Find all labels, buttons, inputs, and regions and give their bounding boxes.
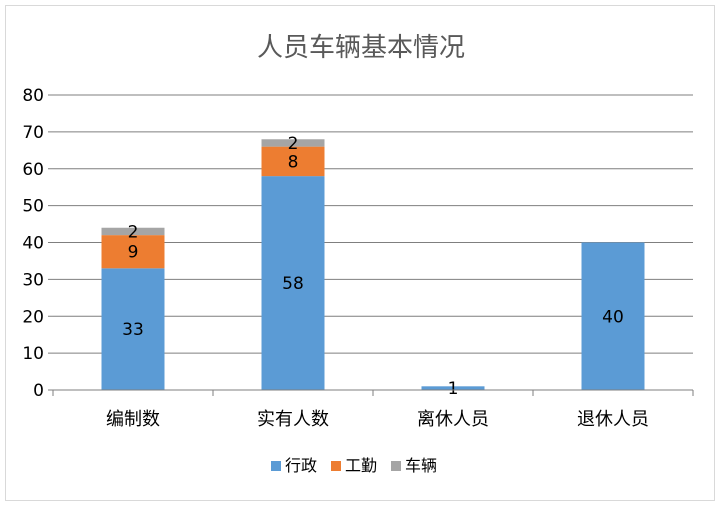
y-axis-ticks: 0 10 20 30 40 50 60 70 80 bbox=[22, 86, 53, 401]
bar-工勤 bbox=[101, 235, 165, 269]
y-tick-label: 50 bbox=[22, 197, 44, 217]
y-tick-label: 20 bbox=[22, 307, 44, 327]
data-label: 2 bbox=[128, 222, 139, 242]
x-category-label: 编制数 bbox=[106, 409, 160, 430]
x-category-label: 实有人数 bbox=[257, 409, 329, 430]
y-tick-label: 60 bbox=[22, 160, 44, 180]
x-axis: 编制数 实有人数 离休人员 退休人员 bbox=[52, 389, 694, 430]
bar-行政 bbox=[421, 386, 485, 390]
y-tick-label: 40 bbox=[22, 234, 44, 254]
chart-frame: 人员车辆基本情况 0 10 20 30 40 50 60 70 80 33 9 2 58 8 2 1 40 编… bbox=[5, 5, 715, 501]
y-tick-label: 70 bbox=[22, 123, 44, 143]
legend-label: 车辆 bbox=[405, 456, 437, 475]
legend-label: 行政 bbox=[285, 456, 317, 475]
data-label: 8 bbox=[288, 152, 299, 172]
bar-工勤 bbox=[261, 146, 325, 177]
data-label: 33 bbox=[122, 320, 144, 340]
bar-车辆 bbox=[261, 139, 325, 147]
y-tick-label: 30 bbox=[22, 270, 44, 290]
data-label: 40 bbox=[602, 307, 624, 327]
x-category-label: 退休人员 bbox=[577, 409, 649, 430]
bar-车辆 bbox=[101, 227, 165, 236]
data-label: 1 bbox=[448, 379, 459, 399]
legend-swatch bbox=[271, 461, 281, 471]
data-label: 2 bbox=[288, 134, 299, 154]
bars bbox=[101, 139, 645, 390]
legend: 行政 工勤 车辆 bbox=[271, 456, 437, 475]
chart-title: 人员车辆基本情况 bbox=[257, 33, 465, 63]
data-label: 58 bbox=[282, 274, 304, 294]
data-label: 9 bbox=[128, 243, 139, 263]
bar-行政 bbox=[101, 268, 165, 390]
legend-swatch bbox=[391, 461, 401, 471]
y-tick-label: 80 bbox=[22, 86, 44, 106]
x-category-label: 离休人员 bbox=[417, 409, 489, 430]
y-tick-label: 0 bbox=[33, 381, 44, 401]
bar-行政 bbox=[581, 242, 645, 390]
bar-行政 bbox=[261, 176, 325, 390]
legend-swatch bbox=[331, 461, 341, 471]
legend-label: 工勤 bbox=[345, 456, 377, 475]
y-tick-label: 10 bbox=[22, 344, 44, 364]
